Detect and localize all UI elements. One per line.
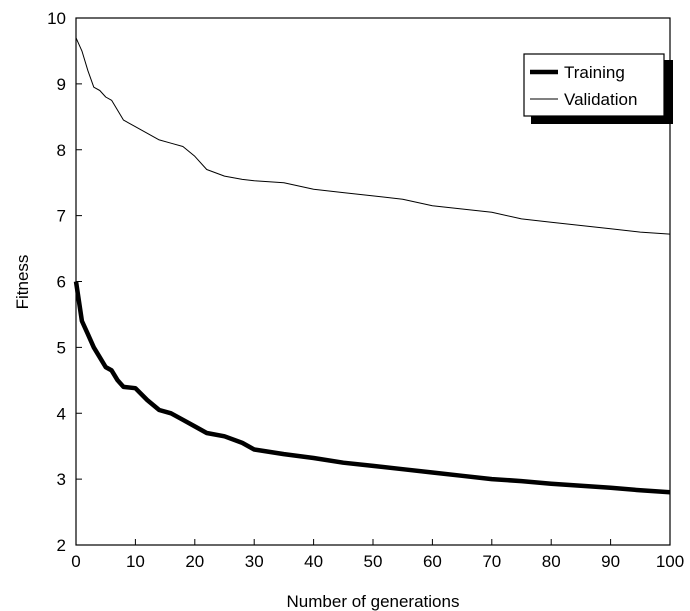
y-tick-label: 5 <box>57 338 66 357</box>
y-tick-label: 3 <box>57 470 66 489</box>
x-tick-label: 20 <box>185 552 204 571</box>
x-axis-title: Number of generations <box>287 592 460 611</box>
legend: Training Validation <box>523 53 673 124</box>
x-tick-label: 80 <box>542 552 561 571</box>
y-tick-label: 8 <box>57 141 66 160</box>
series-line-validation <box>75 37 671 235</box>
x-tick-label: 0 <box>71 552 80 571</box>
x-tick-label: 10 <box>126 552 145 571</box>
x-tick-label: 90 <box>601 552 620 571</box>
y-axis-title: Fitness <box>13 255 32 310</box>
y-tick-label: 7 <box>57 207 66 226</box>
series-layer <box>73 37 671 495</box>
x-tick-label: 50 <box>364 552 383 571</box>
series-line-training <box>73 281 671 495</box>
legend-label-training: Training <box>564 63 625 82</box>
y-tick-label: 6 <box>57 273 66 292</box>
legend-box <box>523 53 665 117</box>
y-tick-label: 2 <box>57 536 66 555</box>
y-axis: 2 3 4 5 6 7 8 9 10 <box>47 9 82 555</box>
x-tick-label: 60 <box>423 552 442 571</box>
x-tick-label: 70 <box>482 552 501 571</box>
y-tick-label: 9 <box>57 75 66 94</box>
y-tick-label: 4 <box>57 404 66 423</box>
x-tick-label: 30 <box>245 552 264 571</box>
legend-label-validation: Validation <box>564 90 637 109</box>
x-axis: 0 10 20 30 40 50 60 70 80 90 100 <box>71 539 684 571</box>
x-tick-label: 40 <box>304 552 323 571</box>
x-tick-label: 100 <box>656 552 684 571</box>
y-tick-label: 10 <box>47 9 66 28</box>
